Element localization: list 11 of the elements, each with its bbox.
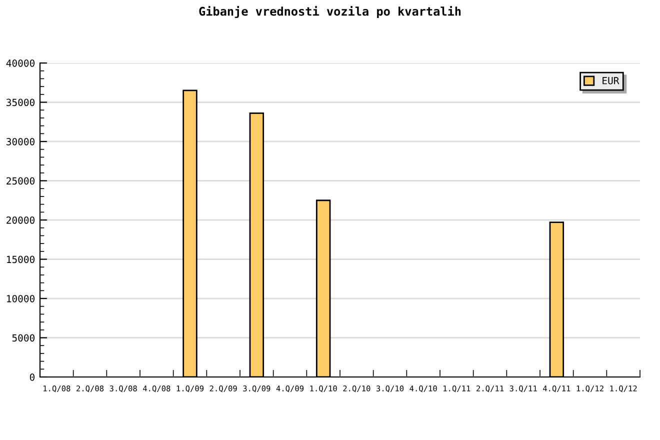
y-tick-label: 25000	[6, 177, 35, 185]
y-tick-label: 0	[30, 374, 35, 381]
y-tick-label: 40000	[6, 60, 35, 67]
legend-label: EUR	[602, 77, 620, 84]
y-tick-label: 15000	[7, 256, 35, 264]
y-tick-label: 35000	[6, 98, 35, 106]
y-tick-label: 5000	[12, 334, 35, 342]
y-tick-label: 10000	[7, 295, 35, 302]
y-tick-label: 30000	[6, 138, 35, 146]
chart-title: Gibanje vrednosti vozila po kvartalih	[199, 6, 461, 18]
y-tick-label: 20000	[6, 216, 35, 224]
